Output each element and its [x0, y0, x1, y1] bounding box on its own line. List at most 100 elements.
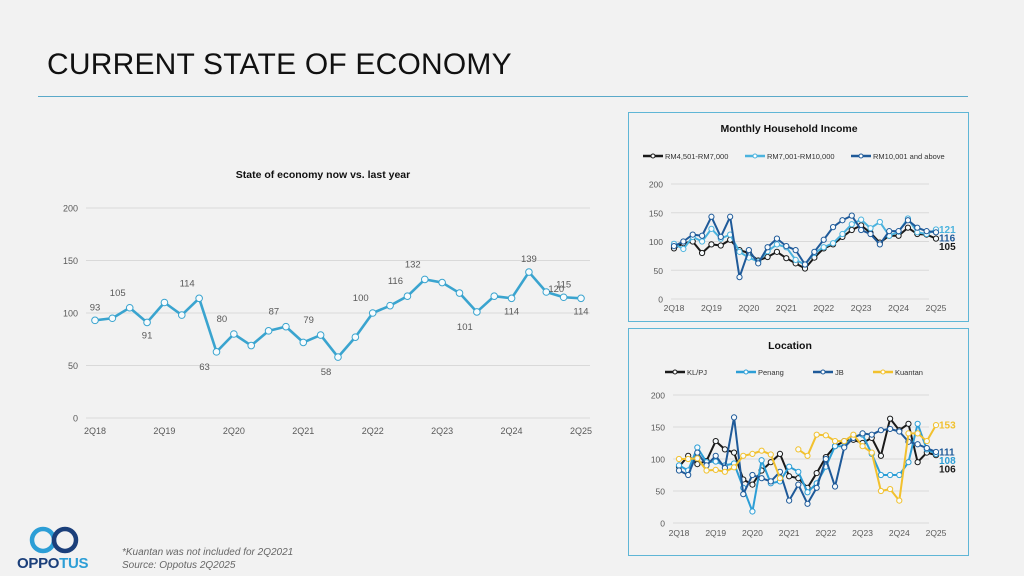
data-point — [675, 455, 683, 463]
data-point — [351, 333, 360, 341]
data-point — [177, 311, 186, 319]
series-line-kuantan — [797, 424, 937, 502]
data-point — [680, 238, 687, 245]
data-point — [804, 500, 811, 507]
data-point — [795, 446, 802, 453]
data-point — [904, 224, 912, 231]
data-point — [887, 425, 894, 433]
data-point — [895, 228, 902, 235]
data-point — [675, 462, 683, 469]
data-point — [721, 468, 728, 475]
data-point — [795, 468, 802, 475]
data-point — [282, 322, 290, 331]
logo-text-main: OPPO — [17, 555, 60, 572]
data-point — [914, 459, 921, 466]
data-point — [712, 437, 719, 445]
data-point — [730, 414, 738, 421]
data-label: 93 — [90, 302, 101, 313]
legend-marker — [743, 369, 749, 375]
data-point — [680, 245, 687, 253]
data-point — [859, 443, 866, 450]
data-point — [195, 294, 203, 303]
x-tick-label: 2Q22 — [362, 426, 384, 436]
data-label: 101 — [457, 322, 473, 333]
data-point — [905, 459, 912, 466]
x-tick-label: 2Q24 — [889, 528, 910, 538]
page-title: CURRENT STATE OF ECONOMY — [47, 48, 512, 81]
data-point — [745, 247, 752, 254]
data-point — [767, 451, 774, 458]
legend-label: Kuantan — [895, 368, 923, 377]
data-point — [230, 330, 238, 338]
data-point — [727, 213, 734, 220]
end-label: 116 — [939, 233, 956, 244]
y-tick-label: 100 — [651, 455, 665, 465]
data-label: 79 — [303, 315, 314, 326]
data-label: 114 — [573, 306, 588, 317]
legend-label: JB — [835, 368, 844, 377]
x-tick-label: 2Q22 — [813, 303, 834, 313]
data-point — [420, 275, 429, 284]
y-tick-label: 150 — [651, 423, 665, 433]
data-point — [749, 481, 756, 488]
data-point — [368, 309, 377, 317]
data-point — [712, 466, 719, 473]
location-legend: KL/PJ Penang JB Kuantan — [665, 368, 923, 377]
data-label: 114 — [180, 278, 195, 289]
x-tick-label: 2Q25 — [926, 303, 947, 313]
x-tick-label: 2Q21 — [776, 303, 797, 313]
data-point — [694, 444, 701, 451]
x-tick-label: 2Q23 — [851, 303, 872, 313]
data-point — [721, 446, 728, 453]
data-point — [868, 449, 875, 456]
x-tick-label: 2Q21 — [292, 426, 314, 436]
data-point — [525, 268, 533, 276]
data-point — [813, 431, 820, 438]
x-tick-label: 2Q21 — [779, 528, 800, 538]
data-point — [868, 431, 875, 438]
legend-label: RM4,501-RM7,000 — [665, 152, 728, 161]
data-label: 87 — [269, 307, 280, 318]
data-point — [736, 248, 743, 255]
data-point — [694, 461, 701, 468]
data-point — [473, 308, 481, 316]
data-label: 116 — [388, 276, 403, 287]
x-tick-label: 2Q20 — [742, 528, 763, 538]
data-point — [905, 430, 912, 437]
x-tick-label: 2Q18 — [664, 303, 685, 313]
legend-marker — [650, 153, 656, 159]
data-point — [804, 452, 811, 459]
data-point — [698, 232, 706, 239]
data-label: 100 — [353, 293, 369, 304]
data-point — [758, 447, 765, 454]
data-point — [813, 469, 820, 477]
legend-item: Kuantan — [873, 368, 923, 377]
data-point — [877, 471, 885, 479]
legend-marker — [752, 153, 758, 159]
legend-label: RM7,001-RM10,000 — [767, 152, 835, 161]
data-point — [490, 292, 499, 301]
data-point — [717, 233, 724, 241]
data-point — [811, 248, 818, 255]
data-point — [820, 236, 827, 243]
x-tick-label: 2Q24 — [888, 303, 909, 313]
data-point — [848, 221, 855, 228]
data-point — [896, 497, 903, 504]
data-point — [247, 341, 256, 350]
data-point — [887, 471, 894, 479]
data-point — [749, 508, 756, 515]
data-point — [850, 431, 857, 438]
legend-item: RM10,001 and above — [851, 152, 945, 161]
data-point — [887, 485, 894, 493]
y-tick-label: 0 — [660, 519, 665, 529]
data-point — [923, 437, 930, 445]
data-point — [703, 467, 710, 474]
data-point — [708, 241, 715, 248]
y-tick-label: 50 — [656, 487, 666, 497]
data-point — [91, 316, 99, 325]
y-tick-label: 50 — [68, 361, 78, 371]
data-point — [670, 243, 678, 250]
data-point — [841, 437, 848, 445]
data-point — [694, 449, 701, 456]
data-label: 80 — [217, 314, 228, 325]
